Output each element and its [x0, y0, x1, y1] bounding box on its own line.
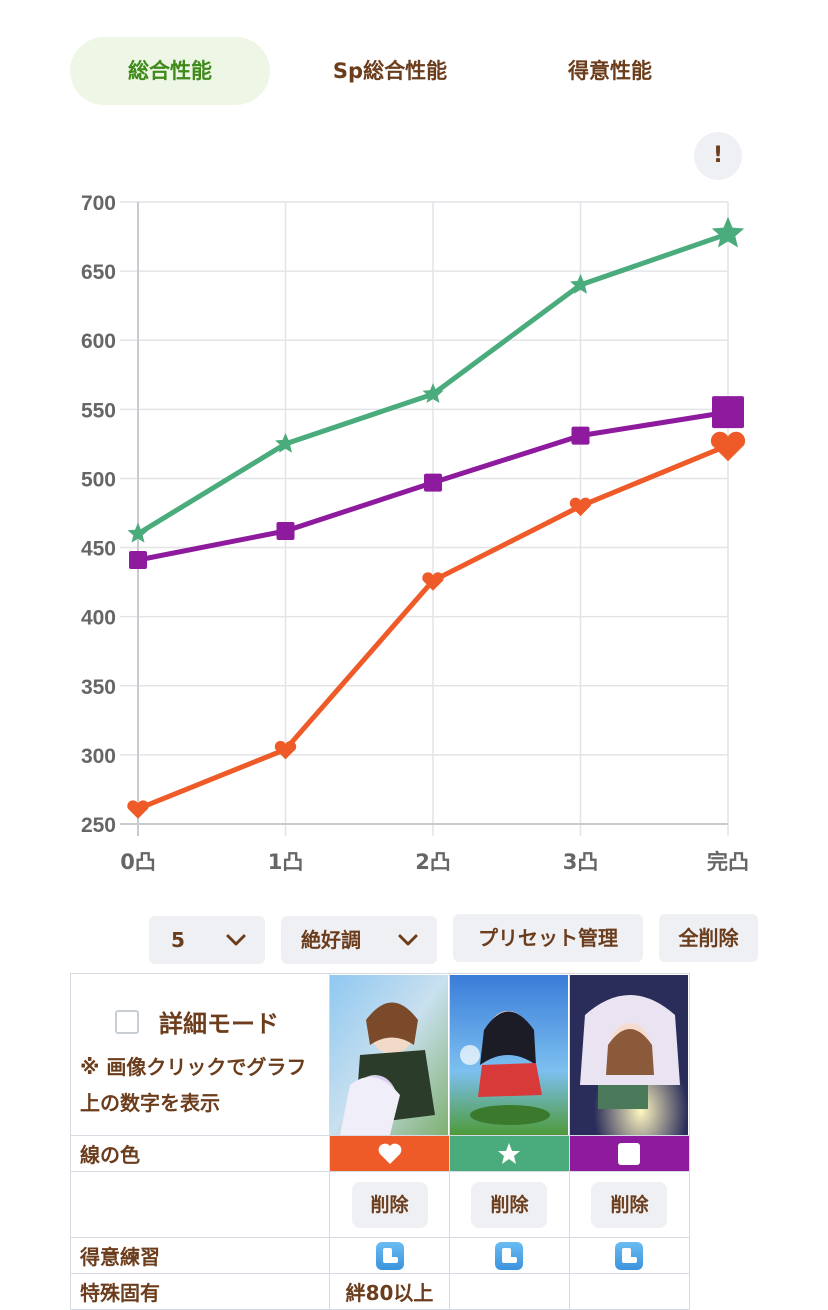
square-marker: [129, 550, 147, 569]
square-marker: [712, 396, 744, 429]
star-marker: [127, 522, 149, 543]
y-tick-label: 300: [81, 745, 116, 768]
y-tick-label: 650: [81, 261, 116, 284]
heart-marker: [422, 572, 444, 591]
y-tick-label: 700: [81, 192, 116, 215]
performance-line-chart: 250 300 350 400 450 500 550 600 650 700 0凸 1凸 2凸 3凸 完…: [81, 192, 749, 874]
special-unique-label: 特殊固有: [69, 1273, 331, 1310]
star-marker: [570, 273, 591, 294]
tab-bar: 総合性能 Sp総合性能 得意性能: [70, 37, 750, 105]
line-color-label: 線の色: [69, 1135, 331, 1172]
tab-sp-overall-performance[interactable]: Sp総合性能: [332, 59, 448, 83]
support-card-image[interactable]: [569, 974, 688, 1135]
delete-card-button[interactable]: 削除: [591, 1181, 668, 1228]
line-color-swatch-2[interactable]: [449, 1135, 570, 1172]
card-image-cell[interactable]: [329, 973, 450, 1136]
heart-marker: [274, 740, 297, 760]
heart-marker: [710, 431, 746, 462]
card-table: 詳細モード ※ 画像クリックでグラフ上の数字を表示: [69, 973, 691, 1310]
y-axis-labels: 250 300 350 400 450 500 550 600 650 700: [81, 192, 116, 837]
square-marker: [424, 473, 442, 492]
x-tick-label: 1凸: [268, 850, 304, 874]
info-button[interactable]: !: [694, 132, 742, 180]
y-tick-label: 550: [81, 399, 116, 422]
special-unique-value: 絆80以上: [329, 1273, 450, 1310]
specialty-training-label: 得意練習: [69, 1237, 331, 1274]
image-click-note: ※ 画像クリックでグラフ上の数字を表示: [80, 1055, 307, 1115]
condition-value: 絶好調: [301, 928, 361, 952]
star-marker: [711, 216, 745, 248]
detail-mode-label: 詳細モード: [159, 1010, 279, 1038]
y-tick-label: 600: [81, 330, 116, 353]
star-marker: [422, 383, 444, 403]
heart-marker: [569, 497, 592, 517]
x-tick-label: 2凸: [415, 850, 451, 874]
special-unique-value: [568, 1273, 691, 1310]
y-tick-label: 500: [81, 468, 116, 491]
card-image-cell[interactable]: [568, 973, 691, 1136]
series-markers: [127, 216, 746, 819]
support-card-image[interactable]: [330, 974, 449, 1135]
chevron-down-icon: [398, 934, 418, 946]
condition-select[interactable]: 絶好調: [281, 916, 437, 964]
x-axis-labels: 0凸 1凸 2凸 3凸 完凸: [120, 850, 749, 874]
chart-grid: [120, 201, 729, 836]
x-tick-label: 3凸: [563, 850, 599, 874]
detail-mode-cell: 詳細モード ※ 画像クリックでグラフ上の数字を表示: [69, 973, 331, 1136]
delete-cell: 削除: [449, 1171, 570, 1238]
line-color-swatch-1[interactable]: [329, 1135, 450, 1172]
support-card-image[interactable]: [450, 974, 568, 1135]
star-icon: [498, 1142, 521, 1164]
delete-cell: 削除: [568, 1171, 691, 1238]
square-marker: [276, 521, 295, 540]
delete-card-button[interactable]: 削除: [351, 1181, 428, 1228]
heart-icon: [378, 1143, 401, 1164]
specialty-cell: [568, 1237, 691, 1274]
speed-training-icon: [615, 1241, 644, 1270]
card-image-cell[interactable]: [449, 973, 570, 1136]
heart-marker: [127, 800, 149, 819]
level-select[interactable]: 5: [149, 916, 265, 964]
tab-overall-performance[interactable]: 総合性能: [70, 37, 270, 105]
delete-all-button[interactable]: 全削除: [659, 914, 758, 962]
y-tick-label: 250: [81, 814, 116, 837]
star-marker: [275, 432, 296, 453]
special-unique-value: [449, 1273, 570, 1310]
tab-specialty-performance[interactable]: 得意性能: [568, 59, 652, 83]
y-tick-label: 350: [81, 676, 116, 699]
delete-card-button[interactable]: 削除: [471, 1181, 548, 1228]
line-color-swatch-3[interactable]: [568, 1135, 691, 1172]
delete-row-label: [69, 1171, 331, 1238]
x-tick-label: 0凸: [120, 850, 156, 874]
x-tick-label: 完凸: [707, 850, 749, 874]
specialty-cell: [449, 1237, 570, 1274]
square-icon: [618, 1142, 641, 1165]
chevron-down-icon: [226, 934, 246, 946]
speed-training-icon: [495, 1241, 524, 1270]
delete-cell: 削除: [329, 1171, 450, 1238]
y-tick-label: 400: [81, 607, 116, 630]
preset-manage-button[interactable]: プリセット管理: [453, 914, 643, 962]
specialty-cell: [329, 1237, 450, 1274]
detail-mode-toggle[interactable]: 詳細モード: [115, 1004, 329, 1039]
y-tick-label: 450: [81, 538, 116, 561]
detail-mode-checkbox[interactable]: [115, 1009, 139, 1034]
level-value: 5: [171, 928, 185, 952]
square-marker: [571, 426, 590, 445]
speed-training-icon: [375, 1241, 404, 1270]
